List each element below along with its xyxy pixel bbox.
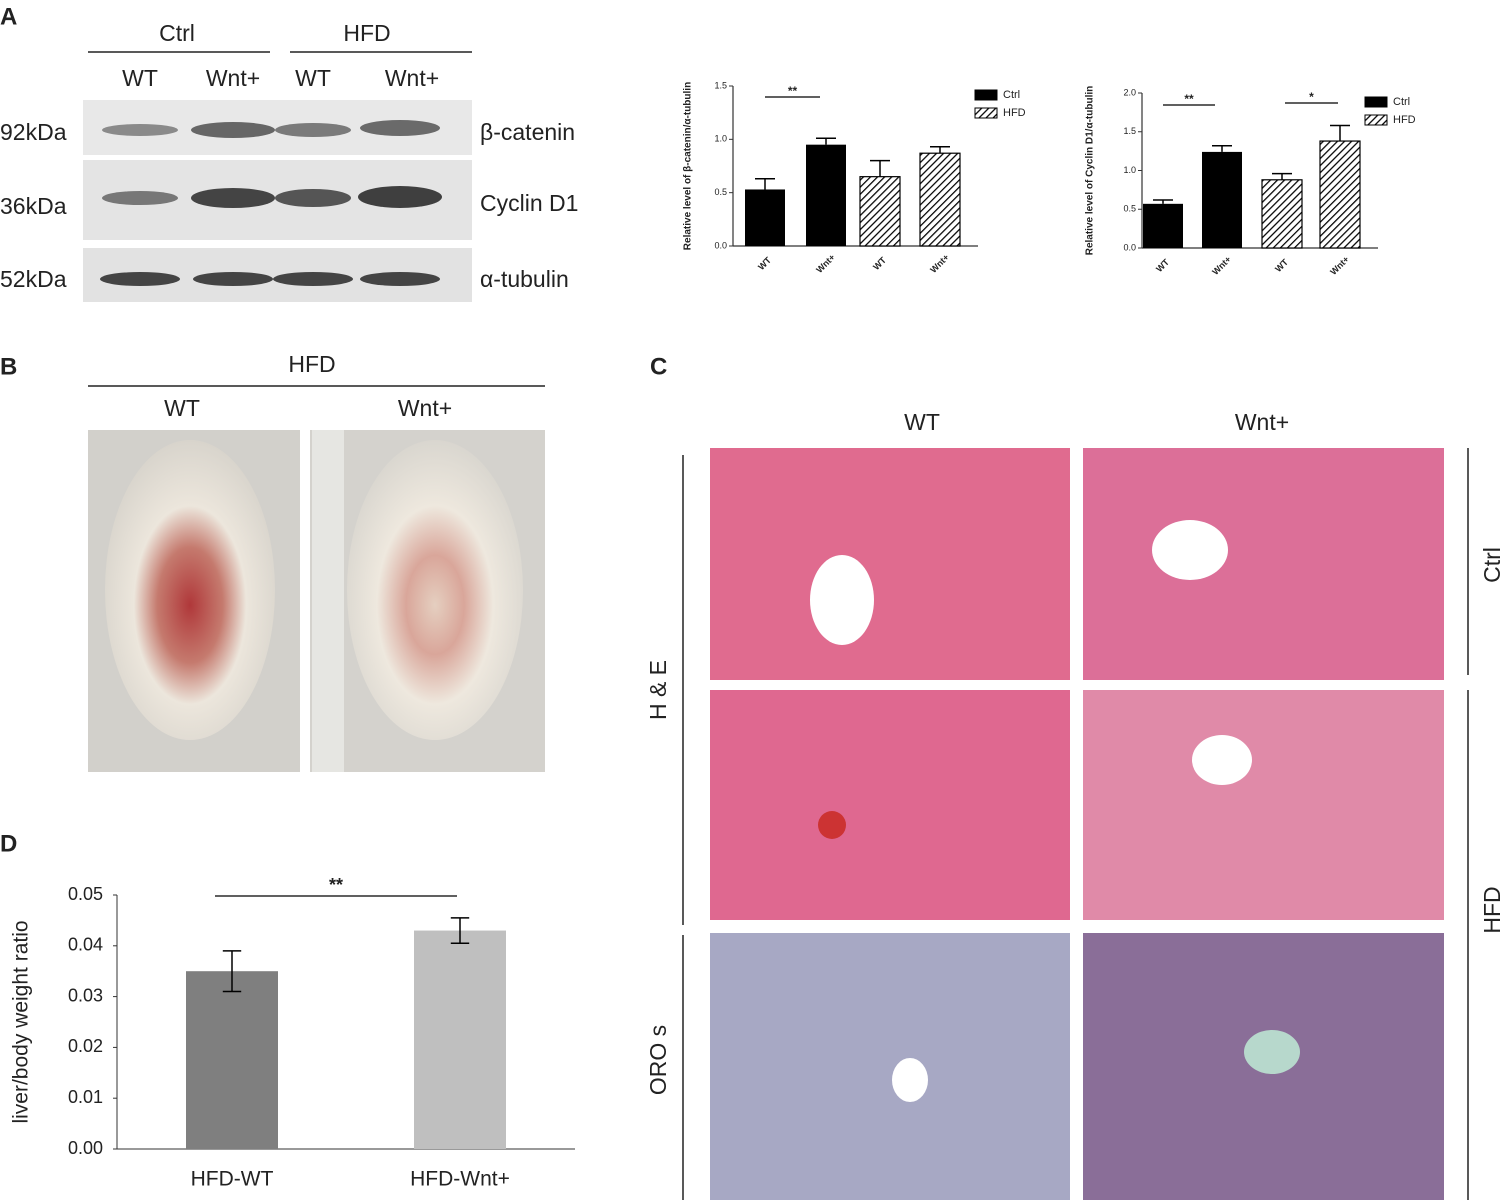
panel-label: D	[0, 830, 17, 857]
legend-label: HFD	[1393, 114, 1416, 126]
significance-label: *	[1309, 90, 1314, 104]
y-tick-label: 1.0	[714, 134, 727, 144]
panel-label: B	[0, 353, 17, 380]
size-label: 52kDa	[0, 266, 67, 292]
column-label: Wnt+	[398, 395, 452, 421]
legend-swatch	[974, 89, 998, 101]
bar	[414, 930, 506, 1149]
x-tick-label: Wnt+	[1328, 254, 1351, 277]
size-label: 92kDa	[0, 119, 67, 145]
x-tick-label: WT	[1154, 257, 1171, 274]
group-label: HFD	[343, 20, 390, 46]
bar	[919, 152, 961, 247]
row-label: ORO s	[645, 1025, 671, 1095]
y-tick-label: 1.5	[714, 80, 727, 90]
blot-image	[83, 100, 472, 302]
x-tick-label: Wnt+	[814, 252, 837, 275]
size-label: 36kDa	[0, 193, 67, 219]
side-label: Ctrl	[1479, 547, 1505, 583]
bar	[186, 971, 278, 1149]
column-label: WT	[164, 395, 200, 421]
bar	[1319, 140, 1361, 249]
x-tick-label: HFD-WT	[191, 1168, 274, 1191]
lane-label: WT	[122, 65, 158, 91]
column-label: Wnt+	[1235, 409, 1289, 435]
panel-label: A	[0, 3, 17, 30]
y-tick-label: 0.01	[68, 1087, 103, 1107]
x-tick-label: WT	[1273, 257, 1290, 274]
y-tick-label: 0.0	[1123, 242, 1136, 252]
bar	[859, 176, 901, 247]
x-tick-label: WT	[756, 255, 773, 272]
x-tick-label: Wnt+	[928, 252, 951, 275]
y-tick-label: 0.5	[714, 187, 727, 197]
significance-label: **	[329, 875, 343, 895]
bar	[745, 189, 785, 246]
x-tick-label: WT	[871, 255, 888, 272]
bar	[1202, 151, 1242, 248]
y-tick-label: 0.05	[68, 884, 103, 904]
lane-label: WT	[295, 65, 331, 91]
row-label: H & E	[645, 660, 671, 720]
legend-label: HFD	[1003, 107, 1026, 119]
significance-label: **	[788, 84, 798, 98]
lane-label: Wnt+	[206, 65, 260, 91]
y-axis-label: liver/body weight ratio	[10, 920, 33, 1123]
y-tick-label: 1.5	[1123, 126, 1136, 136]
y-tick-label: 0.0	[714, 240, 727, 250]
y-tick-label: 0.00	[68, 1138, 103, 1158]
panel-label: C	[650, 353, 667, 380]
y-tick-label: 0.03	[68, 985, 103, 1005]
legend-label: Ctrl	[1393, 96, 1410, 108]
lane-label: Wnt+	[385, 65, 439, 91]
group-label: HFD	[288, 351, 335, 377]
side-label: HFD	[1479, 886, 1505, 933]
y-tick-label: 0.5	[1123, 204, 1136, 214]
protein-label: α-tubulin	[480, 266, 569, 292]
significance-label: **	[1184, 92, 1194, 106]
legend-swatch	[1364, 114, 1388, 126]
legend-swatch	[974, 107, 998, 119]
bar	[806, 144, 846, 246]
legend-swatch	[1364, 96, 1388, 108]
histology-image	[710, 448, 1444, 1200]
legend-label: Ctrl	[1003, 89, 1020, 101]
bar	[1261, 179, 1303, 249]
y-tick-label: 1.0	[1123, 165, 1136, 175]
y-axis-label: Relative level of Cyclin D1/α-tubulin	[1085, 86, 1096, 256]
x-tick-label: HFD-Wnt+	[410, 1168, 510, 1191]
y-axis-label: Relative level of β-catenin/α-tubulin	[683, 82, 694, 250]
mouse-photo	[88, 430, 300, 772]
y-tick-label: 0.02	[68, 1036, 103, 1056]
x-tick-label: Wnt+	[1210, 254, 1233, 277]
mouse-photo	[310, 430, 545, 772]
y-tick-label: 0.04	[68, 935, 103, 955]
protein-label: β-catenin	[480, 119, 575, 145]
protein-label: Cyclin D1	[480, 190, 578, 216]
group-label: Ctrl	[159, 20, 195, 46]
y-tick-label: 2.0	[1123, 87, 1136, 97]
bar	[1143, 203, 1183, 248]
column-label: WT	[904, 409, 940, 435]
